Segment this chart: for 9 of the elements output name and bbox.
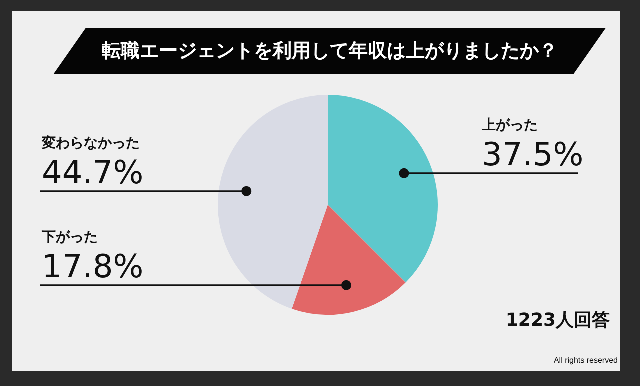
slice-label: 変わらなかった	[41, 134, 140, 152]
data-label: 17.8%	[42, 247, 144, 286]
data-label: 44.7%	[42, 153, 144, 192]
text: All rights reserved	[554, 356, 618, 365]
text: 1223人回答	[506, 309, 610, 332]
chart-title: 転職エージェントを利用して年収は上がりましたか？	[101, 39, 559, 64]
slice-label: 下がった	[41, 229, 98, 246]
slice-label: 上がった	[481, 117, 538, 134]
data-label: 37.5%	[482, 135, 584, 174]
